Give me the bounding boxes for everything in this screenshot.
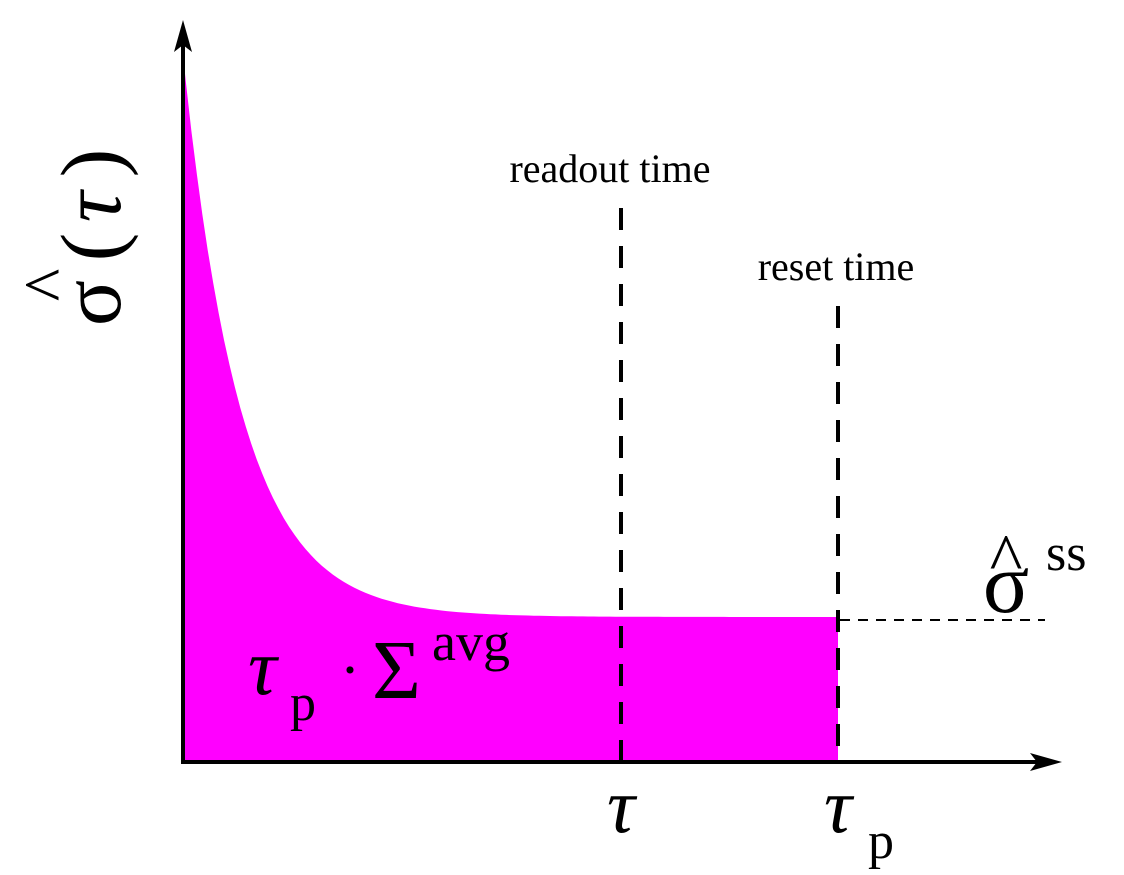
x-tick-tau: τ	[607, 762, 638, 849]
reset-time-label: reset time	[758, 244, 915, 289]
y-axis-arrowhead	[174, 20, 192, 52]
steady-state-sigma: σ	[983, 535, 1029, 631]
area-label: τ p · Σ avg	[248, 612, 510, 732]
y-label-open-paren: (	[43, 233, 139, 262]
svg-text:^: ^	[11, 269, 88, 302]
area-label-tau: τ	[248, 624, 280, 712]
y-label-hat: ^	[11, 269, 88, 302]
y-axis-label: ^ σ ( τ )	[11, 149, 139, 327]
y-label-tau: τ	[43, 188, 139, 222]
area-label-sup-avg: avg	[432, 612, 510, 672]
x-tick-tau-p-base: τ	[824, 762, 855, 849]
x-axis-arrowhead	[1030, 753, 1062, 771]
area-label-sigma: Σ	[372, 624, 421, 717]
steady-state-label: ^ σ ss	[983, 521, 1087, 631]
x-tick-tau-p-sub: p	[868, 813, 894, 870]
steady-state-hat: ^	[990, 521, 1023, 598]
area-label-dot: ·	[340, 637, 360, 703]
y-label-close-paren: )	[43, 149, 139, 178]
x-tick-tau-p: τ p	[824, 762, 894, 870]
area-label-sub-p: p	[290, 675, 316, 732]
y-label-sigma: σ	[43, 280, 139, 326]
steady-state-sup-ss: ss	[1046, 525, 1086, 582]
sigma-hat-area	[183, 55, 838, 762]
readout-time-label: readout time	[509, 146, 710, 191]
